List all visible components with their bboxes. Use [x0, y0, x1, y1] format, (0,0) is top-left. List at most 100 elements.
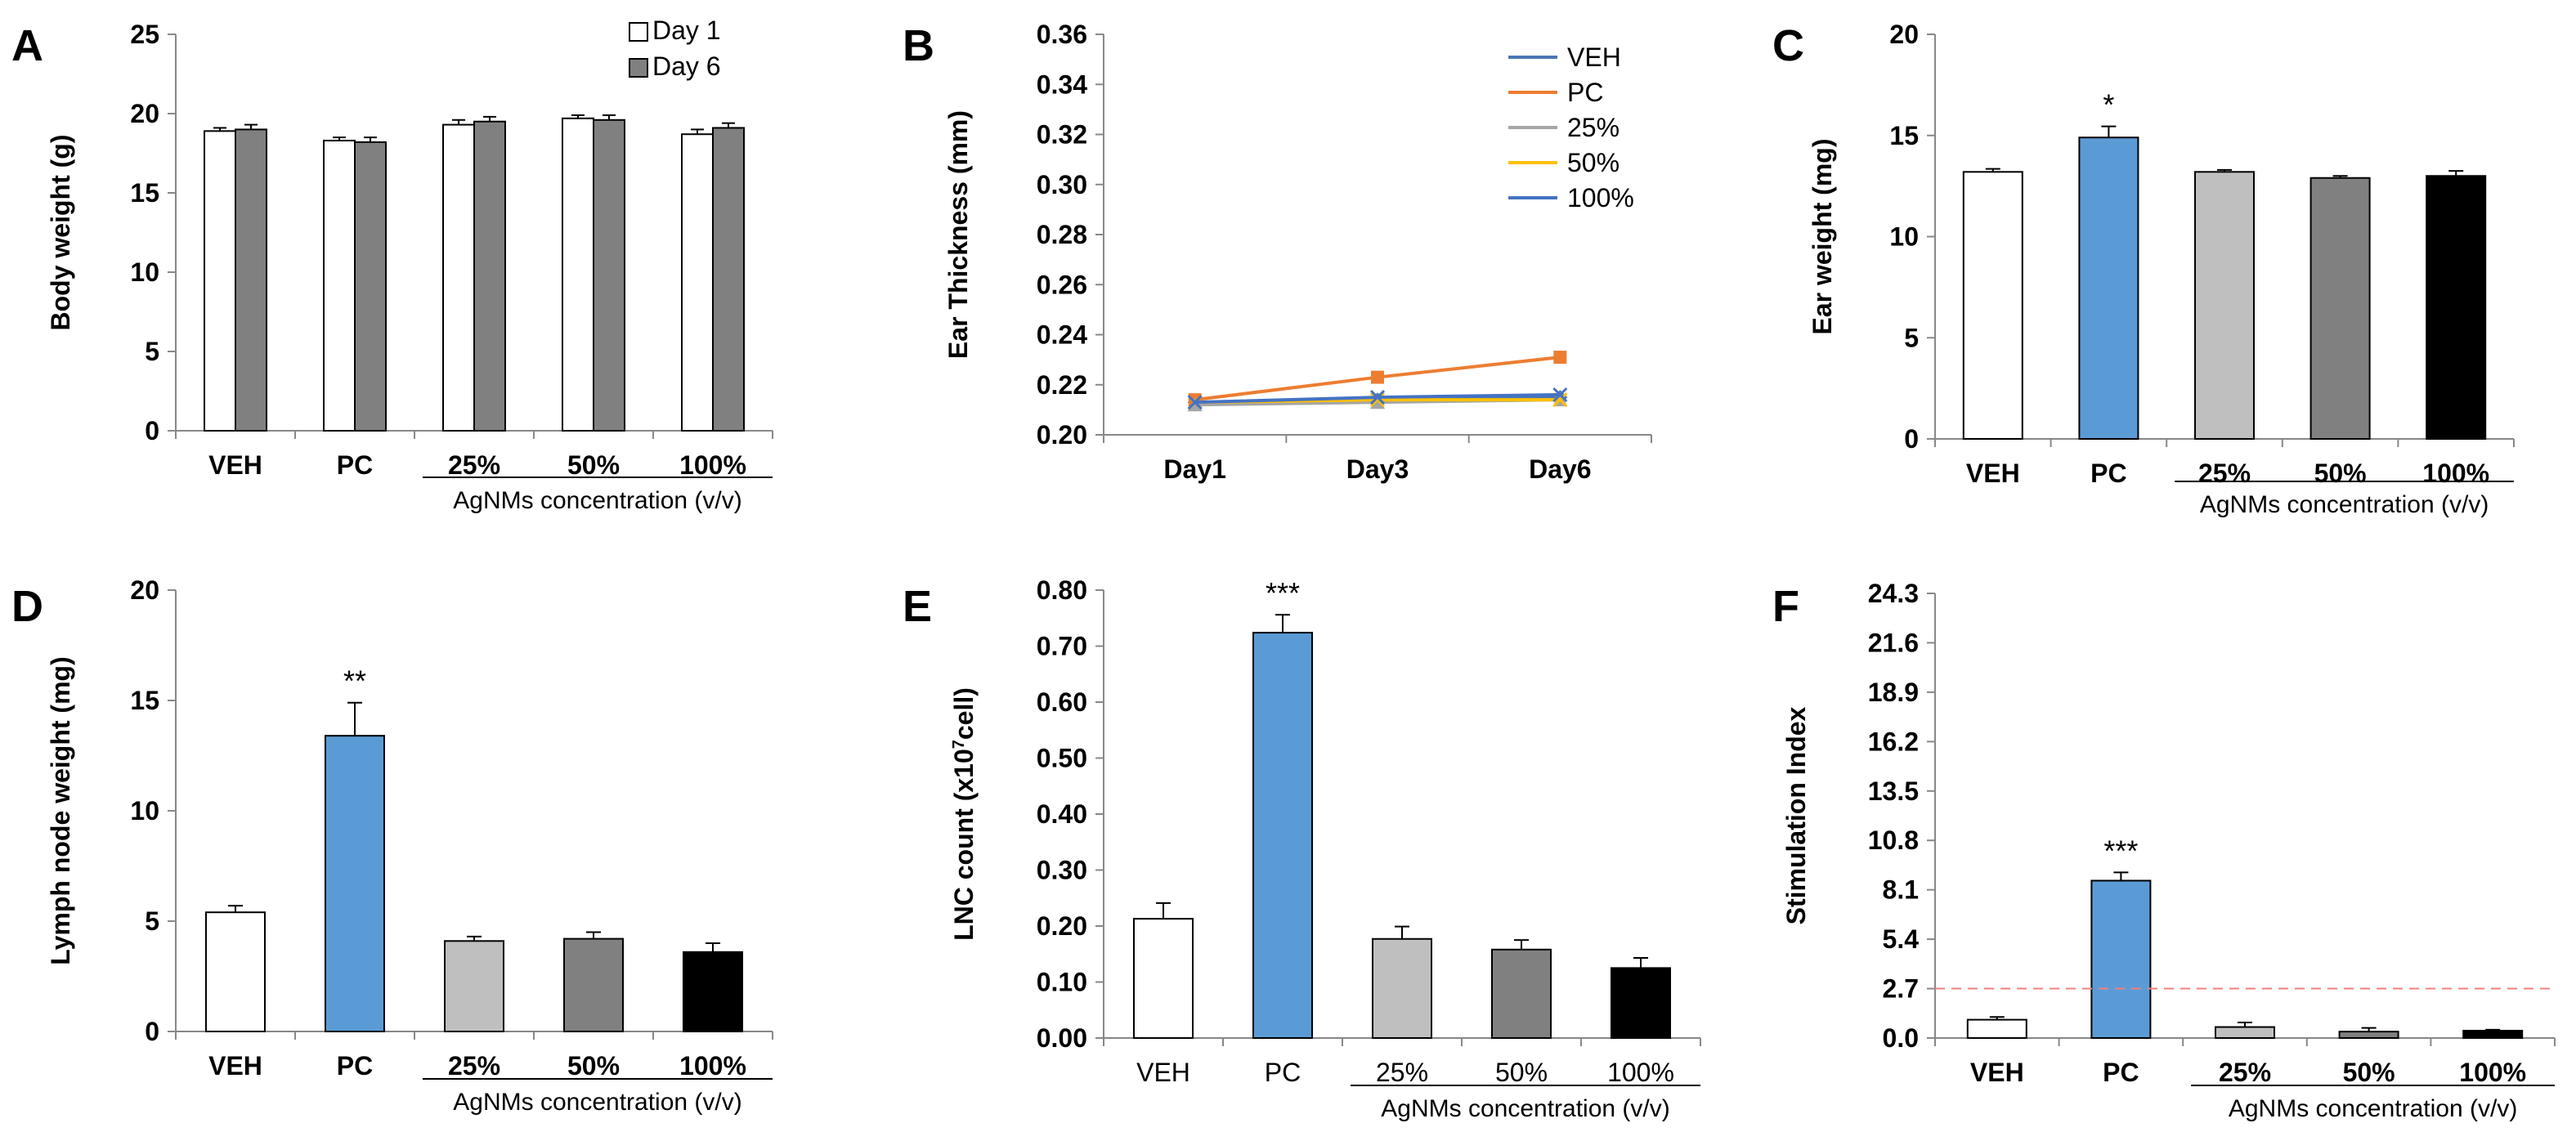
panel-e-bar	[1252, 632, 1313, 1039]
panel-c-x-tick-label: 100%	[2422, 459, 2489, 488]
panel-b-marker	[1552, 387, 1568, 403]
panel-f-bar	[2090, 879, 2152, 1040]
panel-a-bar	[681, 133, 714, 432]
panel-c-bar	[2078, 136, 2139, 440]
panel-a-x-tick-label: 25%	[448, 450, 500, 480]
panel-d-y-tick-label: 20	[130, 575, 159, 605]
panel-a-bar	[442, 123, 475, 432]
panel-a: A 0 5 10 15 20 25 Body weight (g) VEH PC 25% 50% 10…	[11, 16, 773, 514]
panel-a-bar	[354, 141, 387, 432]
panel-c-significance-label: *	[2103, 88, 2114, 122]
panel-b-x-tick-label: Day1	[1163, 454, 1226, 484]
panel-b-y-tick-label: 0.30	[1037, 170, 1087, 199]
panel-e-bar	[1133, 918, 1194, 1039]
panel-a-x-tick-label: VEH	[208, 450, 262, 480]
panel-letter-f: F	[1772, 582, 1799, 631]
panel-d-y-tick-label: 10	[130, 796, 159, 826]
panel-e-group-label: AgNMs concentration (v/v)	[1381, 1095, 1669, 1122]
panel-a-y-tick-label: 20	[130, 99, 159, 128]
panel-f-bar	[2338, 1031, 2399, 1039]
panel-a-y-axis-label: Body weight (g)	[46, 135, 75, 331]
panel-c-chart: 0 5 10 15 20 Ear weight (mg) VEH PC 25% 50% 100% Ag…	[1808, 20, 2515, 518]
panel-e-y-tick-label: 0.70	[1037, 632, 1087, 661]
panel-a-bar	[323, 139, 356, 432]
panel-a-bar	[473, 120, 506, 432]
panel-e-significance-label: ***	[1266, 576, 1300, 610]
panel-a-legend-swatch	[629, 22, 648, 42]
panel-letter-a: A	[11, 21, 43, 70]
panel-b-y-tick-label: 0.34	[1037, 69, 1087, 99]
panel-b-y-tick-label: 0.28	[1037, 220, 1087, 249]
panel-b-y-tick-label: 0.32	[1037, 120, 1087, 150]
panel-a-x-tick-label: 100%	[679, 450, 746, 480]
panel-a-bar	[593, 119, 625, 432]
panel-f-y-tick-label: 0.0	[1883, 1023, 1919, 1053]
panel-d-chart: 0 5 10 15 20 Lymph node weight (mg) VEH PC 25% 50…	[46, 575, 773, 1116]
panel-c-group-label: AgNMs concentration (v/v)	[2200, 491, 2489, 518]
panel-f-x-tick-label: 50%	[2343, 1058, 2395, 1087]
panel-f-chart: 0.0 2.7 5.4 8.1 10.8 13.5 16.2 18.9 21.6 24.3 Stim…	[1781, 579, 2556, 1122]
panel-a-bar	[712, 127, 745, 432]
panel-c-y-tick-label: 15	[1889, 121, 1919, 150]
panel-b-marker	[1369, 390, 1386, 405]
panel-f-y-tick-label: 2.7	[1883, 974, 1919, 1004]
panel-e-bar	[1611, 967, 1671, 1039]
panel-e-chart: 0.00 0.10 0.20 0.30 0.40 0.50 0.60 0.70 0.80 LNC …	[949, 575, 1701, 1122]
panel-b-legend-label: 50%	[1567, 148, 1620, 177]
panel-letter-d: D	[11, 582, 43, 631]
panel-a-legend-label: Day 1	[652, 16, 721, 45]
panel-f-x-tick-label: VEH	[1970, 1058, 2024, 1087]
panel-a-y-tick-label: 10	[130, 257, 159, 287]
panel-c-bar	[1962, 171, 2023, 441]
panel-d: D 0 5 10 15 20 Lymph node weight (mg) VEH PC 25%…	[11, 575, 773, 1116]
panel-b-marker	[1369, 392, 1386, 408]
panel-a-y-tick-label: 0	[145, 416, 159, 445]
panel-f-y-axis-label: Stimulation Index	[1781, 706, 1811, 924]
panel-d-x-tick-label: VEH	[208, 1051, 262, 1081]
panel-f-bar	[2462, 1030, 2524, 1040]
panel-f-bar	[2215, 1026, 2275, 1039]
panel-d-bar	[325, 735, 385, 1032]
panel-b-legend-label: VEH	[1567, 43, 1621, 72]
panel-c-bar	[2309, 177, 2371, 440]
panel-e-x-tick-label: 100%	[1607, 1058, 1674, 1087]
panel-b-y-tick-label: 0.22	[1037, 370, 1087, 400]
panel-e-y-tick-label: 0.10	[1037, 968, 1087, 997]
panel-c-x-tick-label: 50%	[2314, 459, 2367, 488]
panel-e: E 0.00 0.10 0.20 0.30 0.40 0.50 0.60 0.70 0.80 LN…	[903, 575, 1701, 1122]
panel-f-x-tick-label: 25%	[2219, 1058, 2271, 1087]
panel-b: B 0.20 0.22 0.24 0.26 0.28 0.30 0.32 0.34 0.36 Ea…	[903, 20, 1652, 484]
panel-d-y-tick-label: 15	[130, 686, 159, 715]
panel-d-x-tick-label: 100%	[679, 1051, 746, 1081]
panel-a-y-tick-label: 5	[145, 337, 159, 366]
panel-a-bar	[204, 130, 236, 432]
panel-c-x-tick-label: VEH	[1966, 459, 2020, 488]
panel-b-y-tick-label: 0.24	[1037, 320, 1087, 350]
panel-a-legend-swatch	[629, 58, 648, 78]
panel-f-y-tick-label: 18.9	[1868, 678, 1919, 707]
panel-f-x-tick-label: PC	[2103, 1058, 2139, 1087]
panel-e-y-tick-label: 0.50	[1037, 744, 1087, 773]
panel-a-x-tick-label: 50%	[567, 450, 620, 480]
panel-d-y-tick-label: 0	[145, 1017, 159, 1046]
panel-c-y-tick-label: 10	[1889, 222, 1919, 252]
panel-b-chart: 0.20 0.22 0.24 0.26 0.28 0.30 0.32 0.34 0.36 Ear …	[943, 20, 1652, 484]
panel-d-x-tick-label: 25%	[448, 1051, 500, 1081]
panel-f-y-tick-label: 5.4	[1883, 924, 1920, 954]
panel-c-y-tick-label: 5	[1904, 323, 1919, 352]
panel-d-bar	[683, 951, 743, 1033]
panel-d-group-label: AgNMs concentration (v/v)	[453, 1089, 741, 1116]
panel-f-x-tick-label: 100%	[2459, 1058, 2526, 1087]
panel-b-marker	[1371, 370, 1384, 384]
panel-e-y-tick-label: 0.60	[1037, 687, 1087, 717]
panel-a-chart: 0 5 10 15 20 25 Body weight (g) VEH PC 25% 50% 100%…	[46, 16, 773, 514]
panel-b-marker	[1553, 351, 1567, 365]
panel-f-y-tick-label: 24.3	[1868, 579, 1919, 608]
panel-f-y-tick-label: 8.1	[1883, 875, 1919, 905]
panel-f-y-tick-label: 21.6	[1868, 628, 1919, 657]
panel-f: F 0.0 2.7 5.4 8.1 10.8 13.5 16.2 18.9 21.6 24.3 St…	[1772, 579, 2556, 1122]
panel-c-x-tick-label: 25%	[2198, 459, 2251, 488]
panel-c-bar	[2426, 175, 2487, 440]
panel-e-y-tick-label: 0.80	[1037, 575, 1087, 605]
